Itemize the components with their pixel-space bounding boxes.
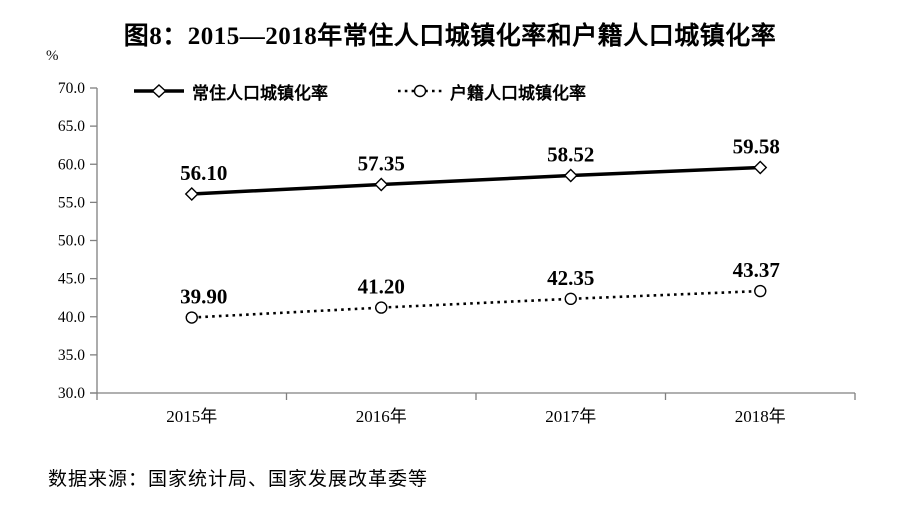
diamond-marker (374, 177, 389, 192)
y-tick-label: 40.0 (58, 309, 85, 326)
y-tick-label: 70.0 (58, 80, 85, 97)
circle-marker (375, 301, 388, 314)
diamond-marker (753, 160, 768, 175)
y-tick-label: 50.0 (58, 233, 85, 250)
legend-item-hukou-rate: 户籍人口城镇化率 (397, 81, 586, 103)
data-label: 39.90 (180, 285, 227, 309)
series-line-dotted (191, 289, 761, 319)
y-tick-label: 55.0 (58, 194, 85, 211)
legend: 常住人口城镇化率 户籍人口城镇化率 (0, 81, 900, 103)
y-tick-label: 30.0 (58, 385, 85, 402)
y-tick-label: 60.0 (58, 156, 85, 173)
legend-label-resident-rate: 常住人口城镇化率 (192, 83, 328, 103)
y-tick-label: 35.0 (58, 347, 85, 364)
circle-marker (754, 284, 767, 298)
data-label: 41.20 (358, 275, 405, 299)
source-note: 数据来源：国家统计局、国家发展改革委等 (48, 469, 429, 490)
legend-solid-diamond-sample-icon (134, 84, 184, 98)
x-tick-label: 2017年 (545, 407, 596, 426)
diamond-marker (563, 168, 578, 183)
circle-marker (185, 311, 198, 324)
data-label: 57.35 (358, 151, 405, 175)
x-tick-label: 2018年 (735, 407, 786, 426)
chart-title: 图8：2015—2018年常住人口城镇化率和户籍人口城镇化率 (123, 23, 777, 50)
series-line-solid (191, 165, 761, 196)
y-tick-label: 65.0 (58, 118, 85, 135)
data-label: 43.37 (733, 258, 780, 282)
data-label: 56.10 (180, 161, 227, 185)
data-label: 59.58 (733, 134, 780, 158)
y-tick-label: 45.0 (58, 271, 85, 288)
legend-dotted-circle-sample-icon (398, 84, 442, 98)
x-tick-label: 2015年 (166, 407, 217, 426)
data-label: 58.52 (547, 143, 594, 167)
circle-marker (564, 292, 577, 306)
legend-item-resident-rate: 常住人口城镇化率 (133, 81, 328, 103)
y-axis-unit-label: % (46, 48, 59, 64)
data-label: 42.35 (547, 266, 594, 290)
plot-area: 70.0 65.0 60.0 55.0 50.0 45.0 40.0 35.0 30.0 2015… (58, 80, 856, 426)
x-tick-label: 2016年 (356, 407, 407, 426)
legend-label-hukou-rate: 户籍人口城镇化率 (450, 83, 586, 103)
diamond-marker (184, 186, 199, 201)
